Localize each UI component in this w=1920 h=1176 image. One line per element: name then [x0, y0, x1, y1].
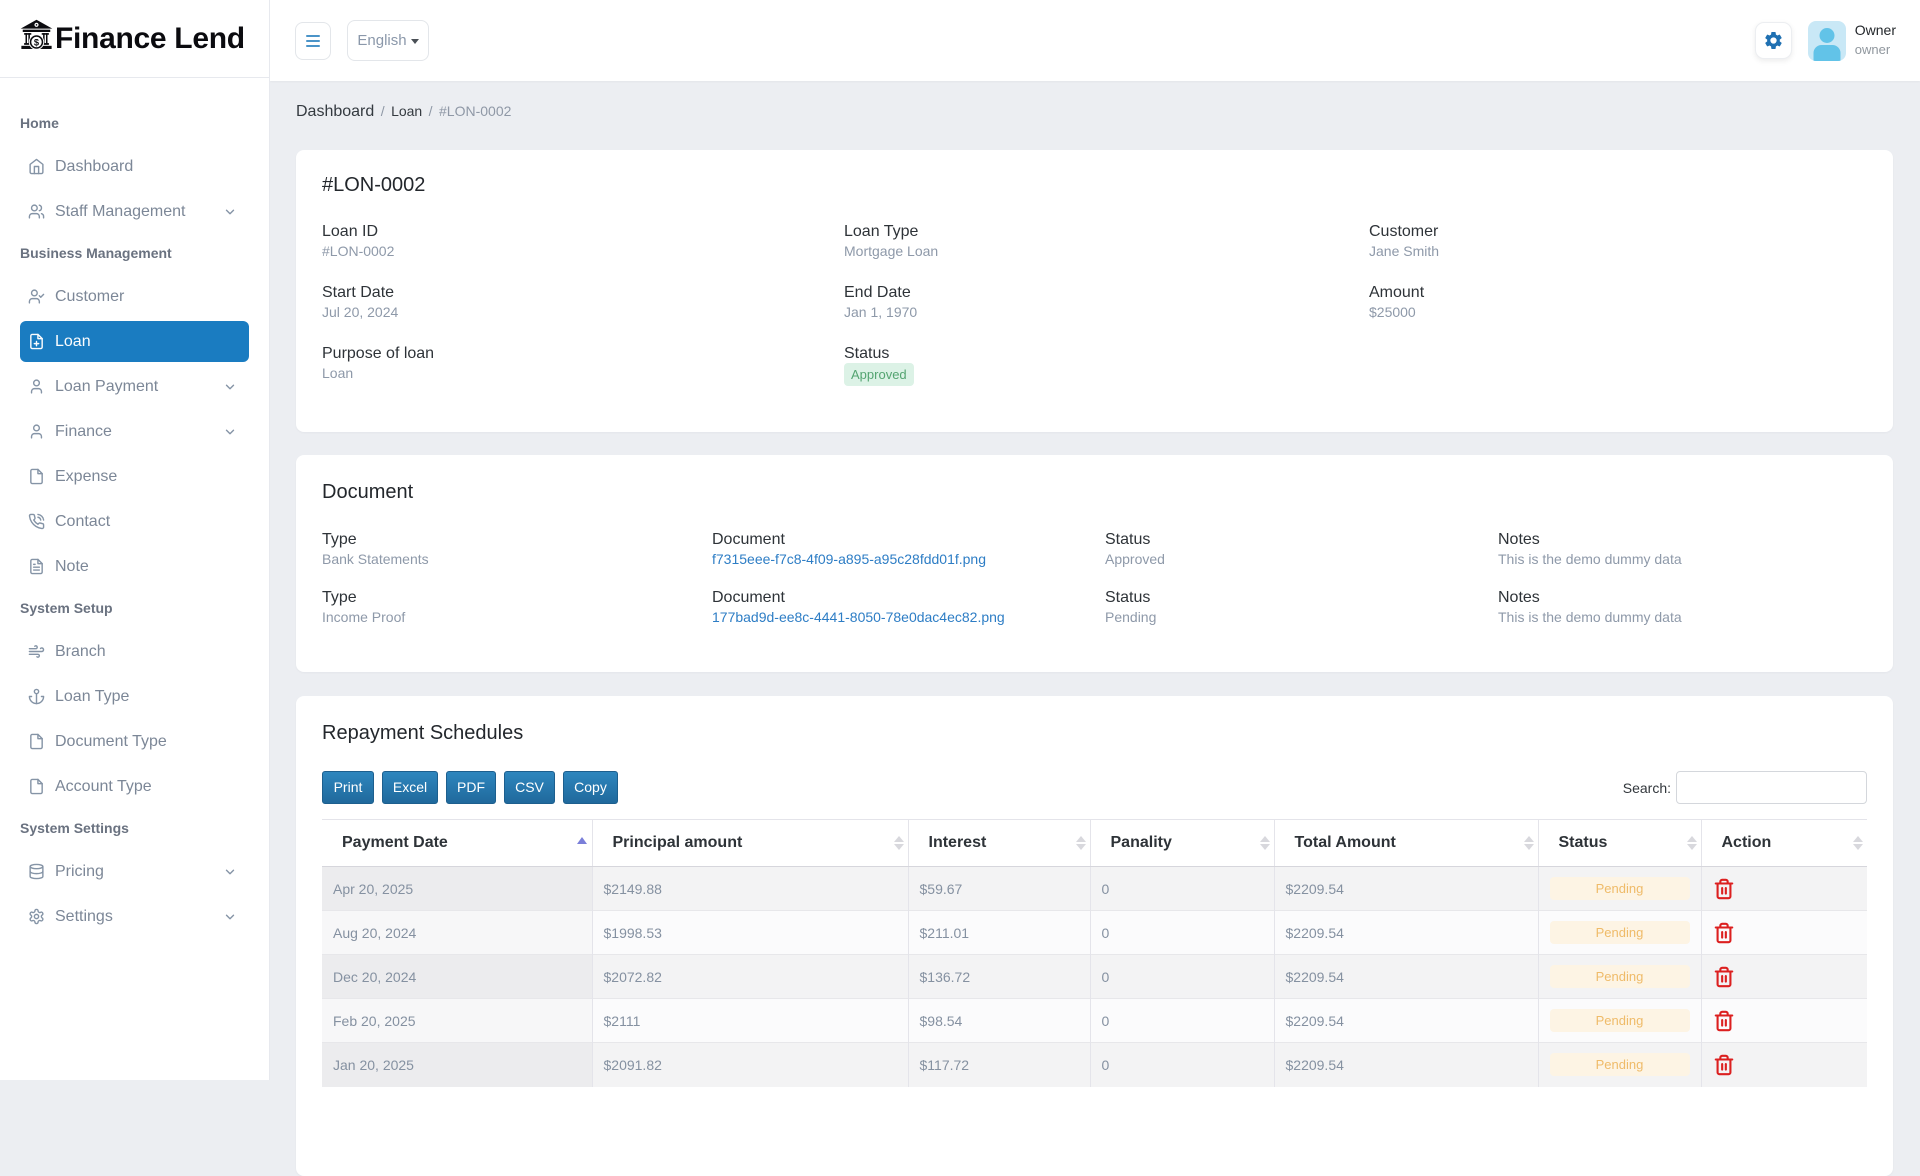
- svg-text:$: $: [34, 37, 40, 47]
